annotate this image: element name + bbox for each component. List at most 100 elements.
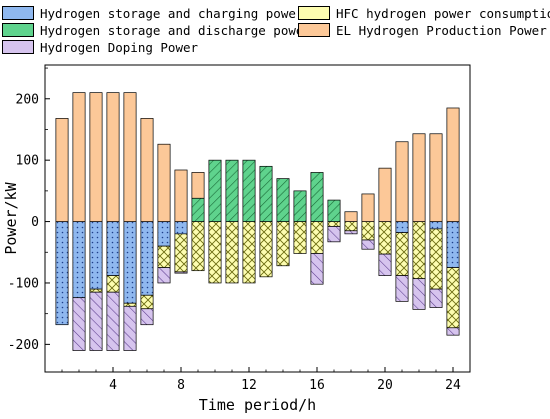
bar-doping-h19 [361,239,375,250]
legend-item-el-production: EL Hydrogen Production Power [298,21,547,39]
bar-el-h6 [140,118,154,222]
bar-hfc-h3 [89,288,103,293]
bar-hfc-h8 [174,233,188,273]
y-tick-label-100: 100 [16,154,39,169]
bar-hfc-h22 [412,221,426,280]
legend: Hydrogen storage and charging power HFC … [0,0,550,56]
y-tick-label--200: -200 [8,338,39,353]
bar-storage-discharge-h15 [293,190,307,222]
bar-doping-h16 [310,253,324,285]
bar-storage-discharge-h17 [327,199,341,222]
bar-hfc-h16 [310,221,324,254]
bar-hfc-h10 [208,221,222,284]
bar-hfc-h24 [446,267,460,329]
bar-el-h23 [429,133,443,222]
bar-doping-h17 [327,226,341,243]
bar-el-h1 [55,118,69,222]
bar-hfc-h19 [361,221,375,241]
bar-hfc-h17 [327,221,341,227]
legend-label-el-production: EL Hydrogen Production Power [336,22,547,38]
bar-hfc-h5 [123,302,137,307]
bar-storage-charge-h2 [72,221,86,299]
y-tick-label--100: -100 [8,276,39,291]
legend-item-doping: Hydrogen Doping Power [2,38,198,56]
bar-doping-h8 [174,271,188,274]
bar-el-h21 [395,141,409,222]
bar-storage-discharge-h14 [276,178,290,222]
bar-el-h22 [412,133,426,222]
bar-hfc-h6 [140,294,154,310]
bar-doping-h5 [123,305,137,351]
bar-el-h7 [157,143,171,222]
x-tick-label-8: 8 [177,378,185,393]
bar-hfc-h20 [378,221,392,255]
bar-storage-discharge-h12 [242,159,256,222]
bar-doping-h18 [344,230,358,235]
bar-storage-charge-h4 [106,221,120,276]
x-tick-label-16: 16 [309,378,325,393]
bar-storage-discharge-h10 [208,159,222,222]
legend-swatch-doping [2,40,34,54]
x-tick-label-24: 24 [445,378,461,393]
bar-doping-h24 [446,327,460,336]
bar-doping-h21 [395,275,409,302]
bar-storage-discharge-h13 [259,165,273,222]
bar-hfc-h9 [191,221,205,272]
bar-storage-charge-h24 [446,221,460,268]
bars-layer [55,92,460,351]
bar-el-h3 [89,92,103,222]
bar-hfc-h18 [344,221,358,232]
legend-label-hfc-consumption: HFC hydrogen power consumption [336,5,550,21]
bar-hfc-h12 [242,221,256,284]
bar-hfc-h15 [293,221,307,254]
bar-hfc-h7 [157,245,171,268]
y-tick-label-0: 0 [31,215,39,230]
bar-el-h4 [106,92,120,222]
bar-storage-charge-h6 [140,221,154,296]
bar-hfc-h11 [225,221,239,284]
bar-el-h8 [174,169,188,222]
x-axis-title: Time period/h [199,396,316,414]
bar-storage-charge-h8 [174,221,188,235]
legend-swatch-el-production [298,23,330,37]
bar-storage-charge-h5 [123,221,137,304]
bar-el-h20 [378,167,392,222]
legend-item-hfc-consumption: HFC hydrogen power consumption [298,4,550,22]
bar-el-h19 [361,193,375,222]
bar-hfc-h23 [429,228,443,290]
bar-storage-discharge-h9 [191,197,205,222]
bar-el-h9 [191,172,205,199]
bar-el-h24 [446,107,460,222]
bar-doping-h2 [72,297,86,351]
bar-storage-charge-h21 [395,221,409,233]
bar-storage-charge-h1 [55,221,69,326]
bar-storage-charge-h3 [89,221,103,290]
bar-doping-h3 [89,291,103,351]
y-axis-title: Power/kW [2,181,20,254]
legend-item-storage-charging: Hydrogen storage and charging power [2,4,303,22]
legend-label-storage-charging: Hydrogen storage and charging power [40,5,304,21]
legend-swatch-hfc-consumption [298,6,330,20]
bar-doping-h22 [412,278,426,310]
bar-storage-charge-h7 [157,221,171,247]
bar-hfc-h14 [276,221,290,267]
axes-layer: 4 8 12 16 20 24 -200 -100 0 100 200 [8,64,471,393]
legend-label-doping: Hydrogen Doping Power [40,39,199,55]
y-tick-label-200: 200 [16,92,39,107]
bar-doping-h7 [157,267,171,284]
bar-hfc-h4 [106,275,120,293]
bar-doping-h4 [106,291,120,351]
bar-doping-h20 [378,253,392,276]
bar-storage-charge-h23 [429,221,443,230]
bar-storage-discharge-h16 [310,172,324,222]
legend-item-storage-discharge: Hydrogen storage and discharge power [2,21,311,39]
x-tick-label-4: 4 [109,378,117,393]
legend-label-storage-discharge: Hydrogen storage and discharge power [40,22,311,38]
bar-doping-h6 [140,308,154,326]
x-tick-label-12: 12 [241,378,257,393]
x-tick-label-20: 20 [377,378,393,393]
bar-hfc-h21 [395,232,409,276]
bar-el-h18 [344,211,358,222]
bar-storage-discharge-h11 [225,159,239,222]
